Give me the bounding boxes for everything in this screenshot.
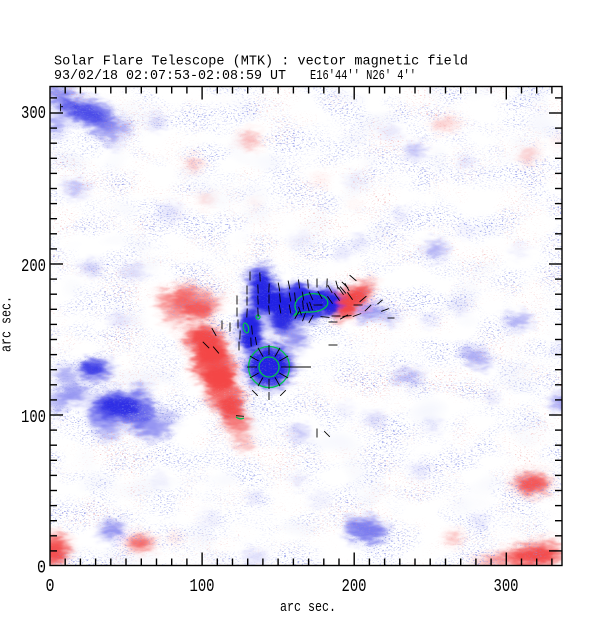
svg-text:arc sec.: arc sec. [0, 296, 16, 352]
svg-text:0: 0 [37, 559, 46, 579]
svg-text:200: 200 [342, 577, 367, 597]
svg-text:E16'44'' N26' 4'': E16'44'' N26' 4'' [310, 69, 416, 84]
svg-text:Solar Flare Telescope (MTK) :: Solar Flare Telescope (MTK) : vector mag… [54, 54, 468, 69]
svg-text:arc sec.: arc sec. [280, 600, 336, 616]
svg-text:300: 300 [494, 577, 519, 597]
svg-text:300: 300 [21, 104, 46, 124]
svg-text:100: 100 [21, 408, 46, 428]
svg-text:0: 0 [46, 577, 55, 597]
svg-text:93/02/18 02:07:53-02:08:59 UT: 93/02/18 02:07:53-02:08:59 UT [54, 69, 286, 84]
svg-text:200: 200 [21, 257, 46, 277]
svg-text:100: 100 [190, 577, 215, 597]
